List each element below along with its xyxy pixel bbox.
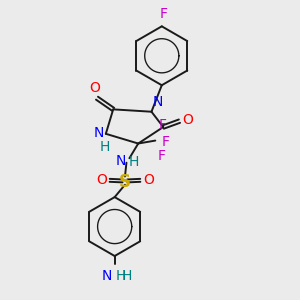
- Text: H: H: [122, 269, 132, 283]
- Text: S: S: [119, 173, 131, 191]
- Text: H: H: [100, 140, 110, 154]
- Text: F: F: [158, 149, 166, 164]
- Text: F: F: [162, 135, 170, 149]
- Text: N: N: [94, 126, 104, 140]
- Text: N: N: [116, 154, 126, 168]
- Text: O: O: [89, 81, 100, 95]
- Text: O: O: [182, 113, 193, 127]
- Text: O: O: [143, 173, 154, 187]
- Text: O: O: [96, 173, 107, 187]
- Text: N: N: [153, 95, 163, 109]
- Text: F: F: [159, 118, 167, 132]
- Text: H: H: [116, 269, 126, 283]
- Text: F: F: [159, 7, 167, 21]
- Text: H: H: [129, 155, 139, 169]
- Text: N: N: [101, 269, 112, 283]
